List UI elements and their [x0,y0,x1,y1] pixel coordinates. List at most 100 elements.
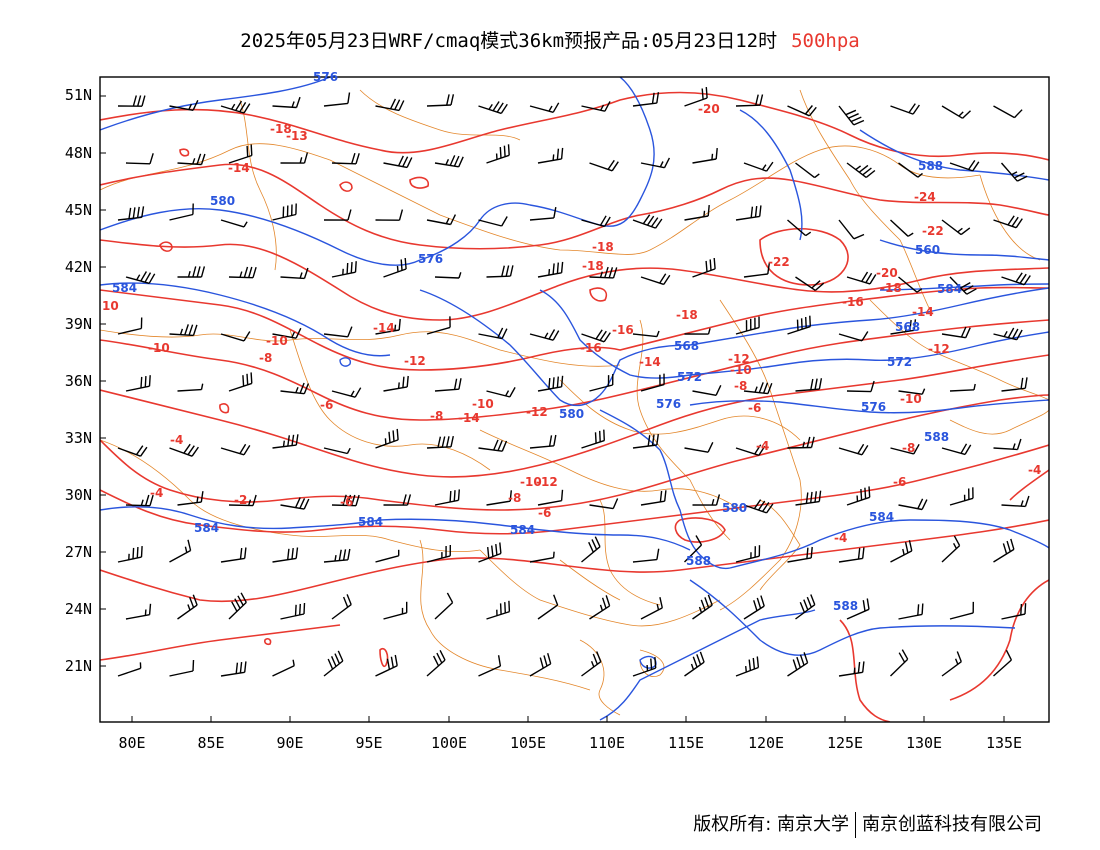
height-label: 584 [194,521,219,535]
wind-barb [684,87,708,107]
wind-barb [640,157,671,169]
wind-barb [486,265,514,278]
wind-barb [375,428,399,449]
wind-barb [434,592,454,620]
wind-barb [537,375,564,392]
wind-barb [426,94,455,107]
height-label: 580 [210,194,235,208]
wind-barb [640,597,663,620]
wind-barb [692,385,722,396]
lon-tick-130E: 130E [906,734,942,752]
lat-tick-51N: 51N [65,86,92,104]
temp-label: -12 [928,342,950,356]
wind-barb [125,271,156,284]
wind-barb [632,214,663,229]
wind-barb [117,445,148,457]
wind-barb [375,549,400,563]
wind-barb [589,498,619,510]
temp-label: -10 [148,341,170,355]
wind-barb [846,598,870,620]
wind-barb [795,276,825,291]
wind-barb [581,429,605,449]
temp-label: -22 [768,255,790,269]
wind-barb [838,105,865,126]
temp-label: -14 [228,161,250,175]
wind-barb [941,219,971,236]
temp-label: -8 [259,351,272,365]
wind-barb [434,155,464,168]
lat-tick-24N: 24N [65,600,92,618]
wind-barb [993,327,1023,341]
height-label: 588 [686,554,711,568]
height-label: 560 [915,243,940,257]
height-label: 584 [869,510,894,524]
wind-barb [125,153,154,165]
wind-barb [426,649,446,677]
wind-barb [735,444,766,456]
wind-barb [838,661,865,677]
wind-barb [692,494,721,506]
wind-barb [787,219,812,237]
wind-barb [787,315,811,335]
wind-barb [375,654,398,677]
wind-barb [169,659,195,677]
temperature-labels: -20 -18 -13 -14 -16 -18 -18 -22 -24 -22 … [102,102,1041,545]
wind-barb [941,105,971,119]
wind-barb [692,594,713,620]
wind-barb [787,105,817,117]
wind-barb [735,94,764,107]
temp-label: -18 [592,240,614,254]
footer-divider [855,812,856,838]
wind-barb [280,497,310,510]
temp-label: -12 [404,354,426,368]
temp-label: -8 [902,441,915,455]
temp-label: -2 [234,493,247,507]
wind-barb [787,652,809,677]
temp-label: -16 [842,295,864,309]
lon-tick-90E: 90E [276,734,303,752]
title-level: 500hpa [791,30,860,52]
temp-label: -18 [582,259,604,273]
temp-label: -6 [340,495,353,509]
wind-barb [280,267,309,280]
wind-barb [272,203,297,221]
wind-barb [589,373,614,392]
temp-label: -14 [373,321,395,335]
wind-barb [1000,162,1028,182]
wind-barb [890,443,920,455]
wind-barb [375,98,405,112]
wind-barb [949,276,977,295]
copyright-footer: 版权所有: 南京大学 南京创蓝科技有限公司 [693,810,1042,838]
temp-label: -20 [876,266,898,280]
wind-barb [169,443,199,457]
lon-tick-120E: 120E [748,734,784,752]
temp-label: -14 [639,355,661,369]
wind-barb [228,144,253,164]
wind-barb [383,375,409,392]
temp-label: -10 [900,392,922,406]
wind-barb [272,434,299,449]
plot-frame [99,76,1050,723]
wind-barb [941,535,961,563]
wind-barb [1001,603,1027,620]
wind-barb [228,372,253,392]
wind-barb [220,100,251,114]
wind-barb [684,328,711,335]
wind-barb [228,592,247,620]
lat-tick-48N: 48N [65,144,92,162]
lat-tick-45N: 45N [65,201,92,219]
lon-tick-80E: 80E [118,734,145,752]
wind-barb [323,326,353,338]
wind-barb [331,594,352,620]
wind-barb [426,544,451,563]
wind-barb [846,380,875,393]
wind-barb [529,102,560,113]
height-label: 580 [559,407,584,421]
wind-barb [993,649,1013,677]
wind-barb [323,650,344,677]
wind-barb [581,651,602,677]
height-label: 588 [833,599,858,613]
lat-tick-36N: 36N [65,372,92,390]
wind-barb [426,316,451,335]
